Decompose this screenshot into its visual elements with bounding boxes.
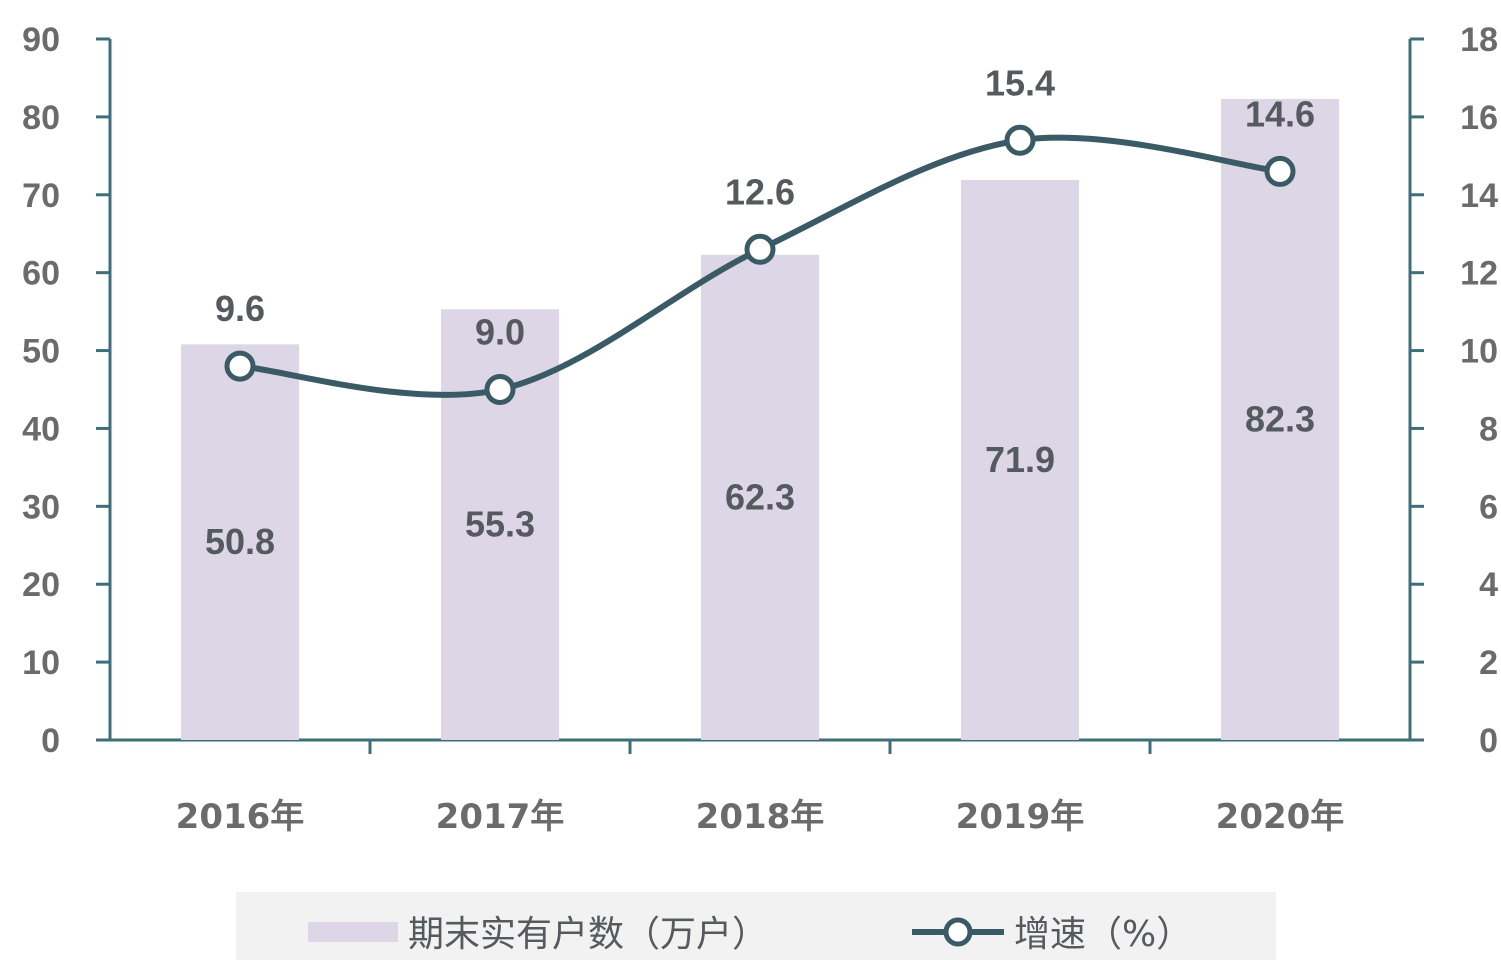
growth-value-label: 15.4 bbox=[985, 62, 1055, 103]
growth-point bbox=[1264, 155, 1296, 187]
bar-value-label: 82.3 bbox=[1245, 398, 1315, 439]
right-tick-label: 16 bbox=[1460, 99, 1498, 137]
growth-point bbox=[1004, 124, 1036, 156]
growth-point bbox=[484, 374, 516, 405]
left-tick-label: 20 bbox=[22, 566, 60, 604]
bar bbox=[181, 344, 299, 740]
left-tick-label: 80 bbox=[22, 99, 60, 137]
legend-bar-swatch bbox=[308, 922, 398, 942]
left-tick-label: 50 bbox=[22, 333, 60, 371]
legend-background bbox=[236, 892, 1276, 960]
category-label: 2016年 bbox=[176, 797, 305, 837]
left-tick-label: 10 bbox=[22, 644, 60, 682]
left-tick-label: 0 bbox=[41, 722, 60, 760]
right-tick-label: 6 bbox=[1479, 488, 1498, 526]
growth-point bbox=[224, 350, 256, 382]
axes: 0 10 20 30 40 50 60 70 80 90 0 2 4 6 8 10 12 14 16 18 bbox=[22, 21, 1498, 760]
growth-value-label: 12.6 bbox=[725, 171, 795, 212]
right-tick-label: 18 bbox=[1460, 21, 1498, 59]
bar-labels: 50.8 55.3 62.3 71.9 82.3 bbox=[205, 398, 1315, 562]
legend: 期末实有户数（万户） 增速（%） bbox=[236, 892, 1276, 960]
right-tick-label: 12 bbox=[1460, 255, 1498, 293]
category-label: 2020年 bbox=[1216, 797, 1345, 837]
bar bbox=[961, 179, 1079, 740]
bar-value-label: 62.3 bbox=[725, 476, 795, 517]
right-tick-label: 0 bbox=[1479, 722, 1498, 760]
right-tick-label: 2 bbox=[1479, 644, 1498, 682]
line-labels: 9.6 9.0 12.6 15.4 14.6 bbox=[215, 62, 1315, 352]
bars bbox=[181, 98, 1339, 741]
bar-value-label: 55.3 bbox=[465, 504, 535, 545]
right-tick-label: 10 bbox=[1460, 333, 1498, 371]
growth-value-label: 9.0 bbox=[475, 312, 525, 353]
category-label: 2017年 bbox=[436, 797, 565, 837]
bar bbox=[701, 254, 819, 740]
growth-value-label: 9.6 bbox=[215, 288, 265, 329]
bar-value-label: 50.8 bbox=[205, 521, 275, 562]
right-tick-label: 8 bbox=[1479, 410, 1498, 448]
left-tick-label: 30 bbox=[22, 488, 60, 526]
category-label: 2019年 bbox=[956, 797, 1085, 837]
right-tick-label: 14 bbox=[1460, 177, 1498, 215]
right-tick-label: 4 bbox=[1479, 566, 1498, 604]
growth-point bbox=[744, 233, 776, 265]
bar-value-label: 71.9 bbox=[985, 439, 1055, 480]
left-tick-label: 70 bbox=[22, 177, 60, 215]
growth-line-layer bbox=[224, 124, 1296, 405]
legend-line-marker bbox=[943, 917, 973, 947]
legend-bar-label: 期末实有户数（万户） bbox=[408, 914, 768, 955]
legend-line-label: 增速（%） bbox=[1014, 914, 1192, 955]
left-tick-label: 40 bbox=[22, 410, 60, 448]
category-label: 2018年 bbox=[696, 797, 825, 837]
left-tick-label: 60 bbox=[22, 255, 60, 293]
bar bbox=[1221, 98, 1339, 741]
growth-value-label: 14.6 bbox=[1245, 93, 1315, 134]
category-labels: 2016年 2017年 2018年 2019年 2020年 bbox=[176, 797, 1345, 837]
left-tick-label: 90 bbox=[22, 21, 60, 59]
